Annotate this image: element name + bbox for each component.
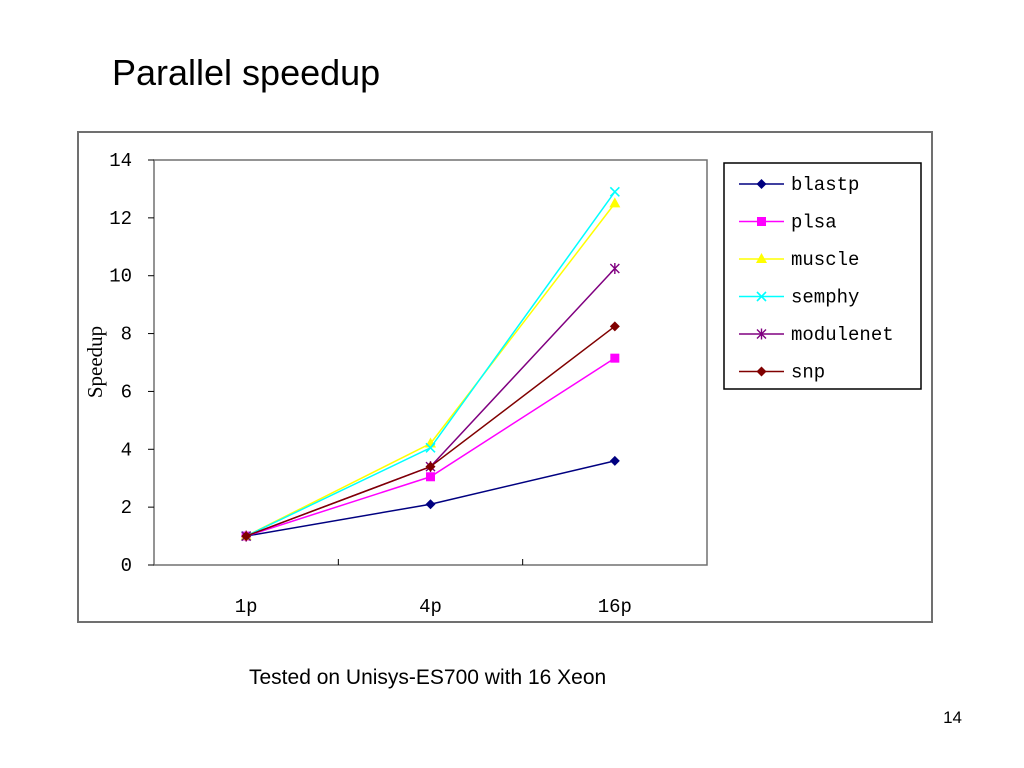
legend-label: snp <box>791 362 825 384</box>
y-axis-ticks: 0 2 4 6 8 10 12 14 <box>109 150 154 577</box>
legend-label: modulenet <box>791 324 894 346</box>
data-point-muscle <box>609 197 621 208</box>
series-layer <box>240 186 621 542</box>
y-tick-label: 6 <box>121 381 132 403</box>
legend-label: blastp <box>791 174 859 196</box>
y-tick-label: 0 <box>121 555 132 577</box>
legend-item-semphy: semphy <box>739 287 859 309</box>
series-snp <box>241 321 620 542</box>
chart-svg: 0 2 4 6 8 10 12 14 1p 4p 16p Speedup blastp plsa mu… <box>83 150 922 618</box>
legend-label: muscle <box>791 249 859 271</box>
legend-marker-muscle <box>756 253 767 263</box>
legend-item-muscle: muscle <box>739 249 859 271</box>
legend-marker-semphy <box>756 291 767 302</box>
data-point-blastp <box>425 499 436 510</box>
chart-frame: 0 2 4 6 8 10 12 14 1p 4p 16p Speedup blastp plsa mu… <box>77 131 933 623</box>
data-point-snp <box>425 461 436 472</box>
y-tick-label: 8 <box>121 324 132 346</box>
x-tick-label: 1p <box>235 596 258 618</box>
legend-item-modulenet: modulenet <box>739 324 894 346</box>
legend-item-blastp: blastp <box>739 174 859 196</box>
caption: Tested on Unisys-ES700 with 16 Xeon <box>249 666 607 689</box>
legend-marker-snp <box>756 366 767 377</box>
legend-item-snp: snp <box>739 362 825 384</box>
legend-box <box>723 162 922 390</box>
data-point-semphy <box>609 186 620 197</box>
data-point-semphy <box>425 442 436 453</box>
data-point-plsa <box>610 353 620 363</box>
legend-marker-plsa <box>757 217 766 226</box>
y-tick-label: 12 <box>109 208 132 230</box>
legend-item-plsa: plsa <box>739 212 837 234</box>
data-point-plsa <box>426 472 435 482</box>
data-point-blastp <box>609 455 620 466</box>
x-tick-label: 16p <box>598 596 632 618</box>
legend-marker-modulenet <box>756 328 767 340</box>
slide-title: Parallel speedup <box>112 52 381 93</box>
series-semphy <box>241 186 620 542</box>
legend-label: semphy <box>791 287 859 309</box>
y-tick-label: 4 <box>121 439 132 461</box>
y-tick-label: 2 <box>121 497 132 519</box>
y-axis-label: Speedup <box>83 326 107 398</box>
y-tick-label: 10 <box>109 266 132 288</box>
data-point-snp <box>609 321 620 332</box>
legend-marker-blastp <box>756 179 767 189</box>
data-point-snp <box>241 531 252 542</box>
y-tick-label: 14 <box>109 150 132 172</box>
page-number: 14 <box>943 708 962 727</box>
legend: blastp plsa muscle semphy modulenet snp <box>739 174 894 384</box>
x-tick-label: 4p <box>419 596 442 618</box>
legend-label: plsa <box>791 212 837 234</box>
data-point-modulenet <box>609 262 620 274</box>
x-axis-ticks: 1p 4p 16p <box>235 559 632 618</box>
